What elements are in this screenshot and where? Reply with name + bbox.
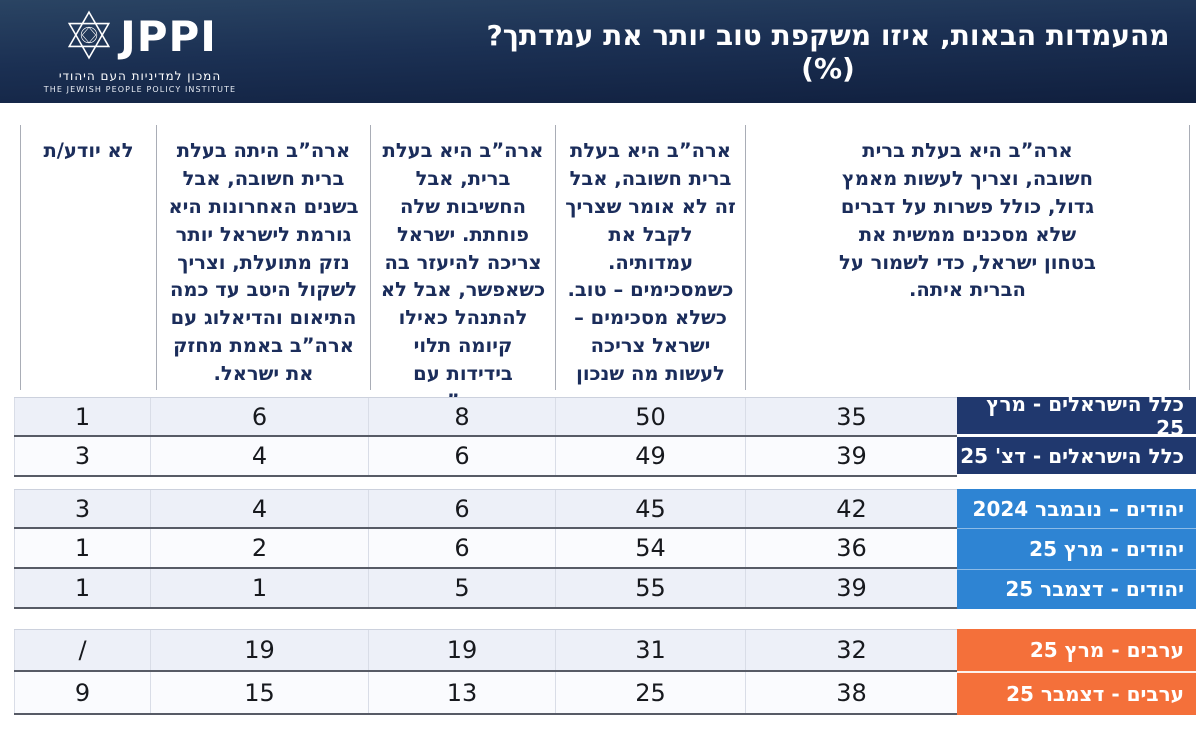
- brand-name: JPPI: [120, 12, 217, 61]
- row-label: כלל הישראלים - מרץ 25: [957, 392, 1196, 440]
- jppi-logo: JPPI המכון למדיניות העם היהודי THE JEWIS…: [0, 9, 250, 94]
- group-jews-labels: יהודים – נובמבר 2024 יהודים - מרץ 25 יהו…: [957, 489, 1196, 609]
- value-cell: 8: [368, 398, 555, 435]
- star-of-david-icon: [63, 9, 115, 65]
- table-row: 42 45 6 4 3: [14, 489, 957, 529]
- value-cell: 19: [368, 630, 555, 670]
- top-bar: JPPI המכון למדיניות העם היהודי THE JEWIS…: [0, 0, 1196, 103]
- value-cell: 39: [745, 569, 957, 607]
- brand-tagline-english: THE JEWISH PEOPLE POLICY INSTITUTE: [43, 85, 237, 94]
- value-cell: 4: [150, 490, 368, 527]
- group-jews: יהודים – נובמבר 2024 יהודים - מרץ 25 יהו…: [14, 489, 1196, 609]
- value-cell: 45: [555, 490, 745, 527]
- value-cell: 1: [14, 398, 150, 435]
- column-header-4: ארה”ב היתה בעלת ברית חשובה, אבל בשנים הא…: [156, 125, 370, 390]
- value-cell: 39: [745, 437, 957, 475]
- value-cell: 19: [150, 630, 368, 670]
- brand-tagline-hebrew: המכון למדיניות העם היהודי: [58, 69, 222, 83]
- value-cell: 32: [745, 630, 957, 670]
- row-label: ערבים - מרץ 25: [1029, 638, 1184, 662]
- table-row: 38 25 13 15 9: [14, 672, 957, 715]
- group-all-israelis-labels: כלל הישראלים - מרץ 25 כלל הישראלים - דצ'…: [957, 392, 1196, 477]
- column-header-2: ארה”ב היא בעלת ברית חשובה, אבל זה לא אומ…: [555, 125, 745, 413]
- value-cell: 6: [368, 490, 555, 527]
- value-cell: 42: [745, 490, 957, 527]
- table-row: 39 55 5 1 1: [14, 569, 957, 609]
- group-arabs: ערבים - מרץ 25 ערבים - דצמבר 25 32 31 19…: [14, 629, 1196, 715]
- row-label: כלל הישראלים - דצ' 25: [957, 437, 1196, 477]
- table-row: 39 49 6 4 3: [14, 437, 957, 477]
- page-title: מהעמדות הבאות, איזו משקפת טוב יותר את עמ…: [486, 18, 1170, 85]
- row-label: יהודים – נובמבר 2024: [972, 496, 1184, 521]
- value-cell: 38: [745, 672, 957, 713]
- value-cell: 6: [150, 398, 368, 435]
- value-cell: 1: [150, 569, 368, 607]
- value-cell: 55: [555, 569, 745, 607]
- column-header-dont-know: לא יודע/ת: [20, 125, 156, 390]
- value-cell: 25: [555, 672, 745, 713]
- value-cell: 5: [368, 569, 555, 607]
- table-body: כלל הישראלים - מרץ 25 כלל הישראלים - דצ'…: [0, 392, 1196, 715]
- value-cell: 31: [555, 630, 745, 670]
- column-header-1: ארה”ב היא בעלת ברית חשובה, וצריך לעשות מ…: [745, 125, 1190, 390]
- value-cell: 1: [14, 569, 150, 607]
- group-all-israelis: כלל הישראלים - מרץ 25 כלל הישראלים - דצ'…: [14, 392, 1196, 477]
- value-cell: 35: [745, 398, 957, 435]
- value-cell: 36: [745, 529, 957, 567]
- value-cell: 3: [14, 437, 150, 475]
- row-label: ערבים - דצמבר 25: [957, 671, 1196, 715]
- value-cell: 15: [150, 672, 368, 713]
- value-cell: 6: [368, 529, 555, 567]
- group-arabs-labels: ערבים - מרץ 25 ערבים - דצמבר 25: [957, 629, 1196, 715]
- table-row: 35 50 8 6 1: [14, 397, 957, 437]
- value-cell: 54: [555, 529, 745, 567]
- value-cell: 50: [555, 398, 745, 435]
- value-cell: 4: [150, 437, 368, 475]
- value-cell: /: [14, 630, 150, 670]
- value-cell: 1: [14, 529, 150, 567]
- value-cell: 13: [368, 672, 555, 713]
- value-cell: 49: [555, 437, 745, 475]
- value-cell: 3: [14, 490, 150, 527]
- value-cell: 2: [150, 529, 368, 567]
- table-row: 36 54 6 2 1: [14, 529, 957, 569]
- row-label: יהודים - דצמבר 25: [957, 568, 1196, 609]
- column-header-3: ארה”ב היא בעלת ברית, אבל החשיבות שלה פוח…: [370, 125, 555, 413]
- table-row: 32 31 19 19 /: [14, 629, 957, 672]
- value-cell: 9: [14, 672, 150, 713]
- value-cell: 6: [368, 437, 555, 475]
- table-header-row: ארה”ב היא בעלת ברית חשובה, וצריך לעשות מ…: [20, 125, 1190, 413]
- row-label: יהודים - מרץ 25: [957, 528, 1196, 568]
